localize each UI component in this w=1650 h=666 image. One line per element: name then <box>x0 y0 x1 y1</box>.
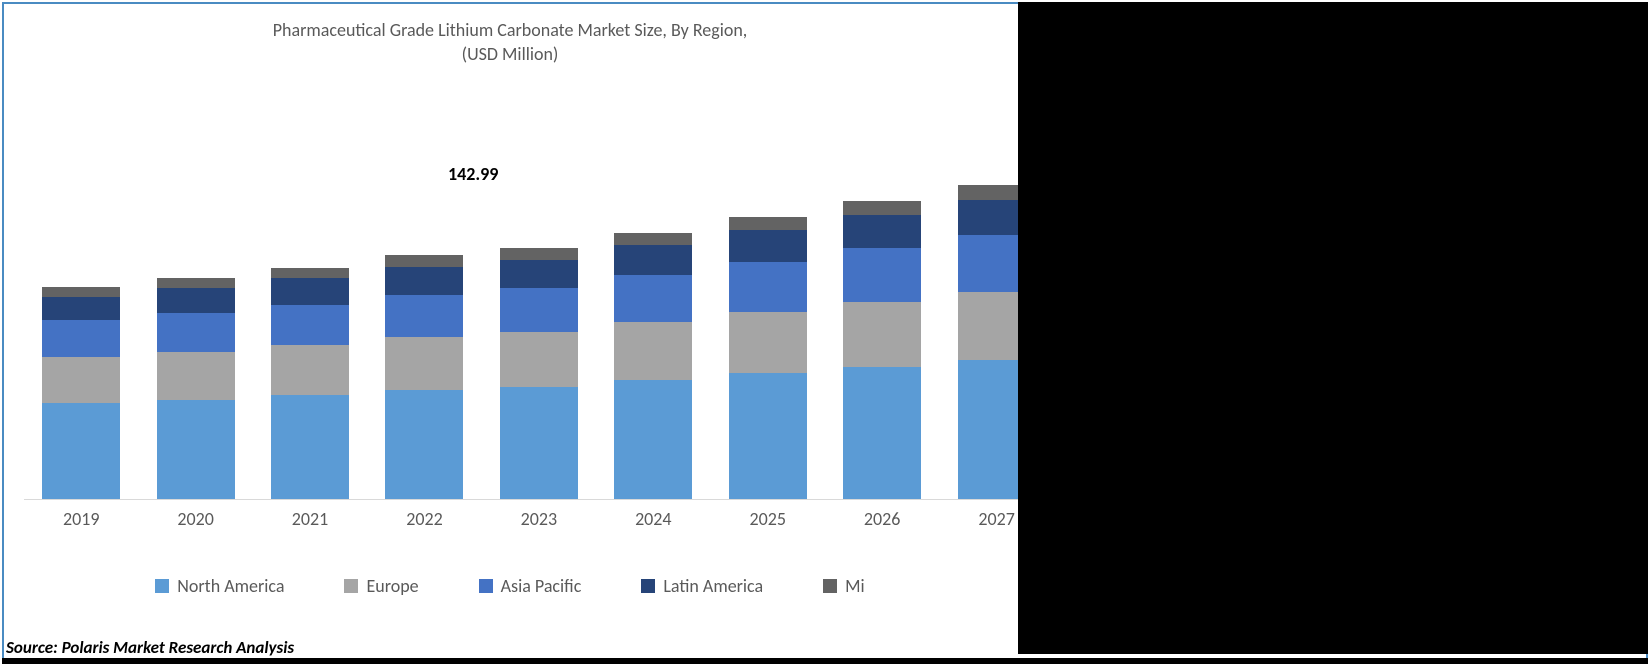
legend-label: Europe <box>366 575 418 597</box>
x-axis-label: 2023 <box>482 508 596 530</box>
legend-item: Europe <box>344 575 418 597</box>
x-axis-label: 2025 <box>711 508 825 530</box>
bar-segment <box>157 313 235 351</box>
legend-item: Latin America <box>641 575 763 597</box>
bar-segment <box>500 332 578 387</box>
data-label: 142.99 <box>448 163 498 185</box>
bar-slot <box>138 100 252 500</box>
x-axis-label: 2022 <box>367 508 481 530</box>
bar-segment <box>614 322 692 380</box>
bar-segment <box>385 267 463 295</box>
bar-segment <box>729 230 807 262</box>
stacked-bar <box>500 248 578 500</box>
bar-segment <box>843 302 921 367</box>
bar-segment <box>385 390 463 500</box>
legend-label: Latin America <box>663 575 763 597</box>
bar-segment <box>729 262 807 312</box>
x-axis-label: 2021 <box>253 508 367 530</box>
stacked-bar <box>843 201 921 500</box>
x-axis-label: 2019 <box>24 508 138 530</box>
bar-segment <box>729 373 807 500</box>
bar-segment <box>157 278 235 288</box>
bar-segment <box>385 337 463 390</box>
bar-segment <box>500 387 578 500</box>
bar-segment <box>614 245 692 275</box>
stacked-bar <box>614 233 692 500</box>
bar-slot <box>711 100 825 500</box>
bar-slot <box>367 100 481 500</box>
bar-slot <box>596 100 710 500</box>
legend-label: North America <box>177 575 284 597</box>
bar-segment <box>157 352 235 400</box>
bar-segment <box>42 297 120 320</box>
legend-swatch <box>823 579 837 593</box>
bar-segment <box>271 395 349 500</box>
bar-segment <box>42 320 120 357</box>
x-axis-label: 2026 <box>825 508 939 530</box>
bar-segment <box>843 248 921 301</box>
legend: North America Europe Asia Pacific Latin Ame… <box>0 575 1020 597</box>
bar-segment <box>271 268 349 279</box>
legend-swatch <box>479 579 493 593</box>
bar-slot <box>253 100 367 500</box>
bar-segment <box>385 295 463 337</box>
bar-segment <box>729 312 807 374</box>
bar-segment <box>614 233 692 246</box>
legend-item: Mi <box>823 575 865 597</box>
stacked-bar <box>385 255 463 500</box>
legend-item: Asia Pacific <box>479 575 582 597</box>
chart-title-line2: (USD Million) <box>462 43 559 65</box>
source-attribution: Source: Polaris Market Research Analysis <box>6 637 294 658</box>
bottom-black-bar <box>2 658 1648 664</box>
legend-label: Asia Pacific <box>501 575 582 597</box>
bar-segment <box>42 287 120 297</box>
x-axis-label: 2020 <box>138 508 252 530</box>
bar-slot <box>24 100 138 500</box>
bar-segment <box>271 345 349 395</box>
legend-label: Mi <box>845 575 865 597</box>
stacked-bar <box>42 287 120 500</box>
chart-title-line1: Pharmaceutical Grade Lithium Carbonate M… <box>273 19 748 41</box>
x-axis-label: 2024 <box>596 508 710 530</box>
legend-item: North America <box>155 575 284 597</box>
bar-segment <box>157 288 235 313</box>
bar-slot <box>482 100 596 500</box>
bar-segment <box>614 275 692 322</box>
legend-swatch <box>344 579 358 593</box>
bar-segment <box>157 400 235 500</box>
bar-segment <box>500 248 578 260</box>
bar-segment <box>843 367 921 500</box>
bar-segment <box>843 201 921 215</box>
bar-segment <box>271 305 349 345</box>
bar-segment <box>42 403 120 500</box>
bar-segment <box>614 380 692 500</box>
bar-segment <box>42 357 120 404</box>
bar-segment <box>271 278 349 305</box>
black-overlay <box>1018 2 1648 654</box>
bar-slot <box>825 100 939 500</box>
bar-segment <box>500 288 578 331</box>
bar-segment <box>843 215 921 248</box>
stacked-bar <box>729 217 807 500</box>
stacked-bar <box>271 268 349 500</box>
legend-swatch <box>641 579 655 593</box>
stacked-bar <box>157 278 235 500</box>
legend-swatch <box>155 579 169 593</box>
bar-segment <box>729 217 807 230</box>
bar-segment <box>500 260 578 288</box>
bar-segment <box>385 255 463 267</box>
chart-title: Pharmaceutical Grade Lithium Carbonate M… <box>0 18 1020 67</box>
